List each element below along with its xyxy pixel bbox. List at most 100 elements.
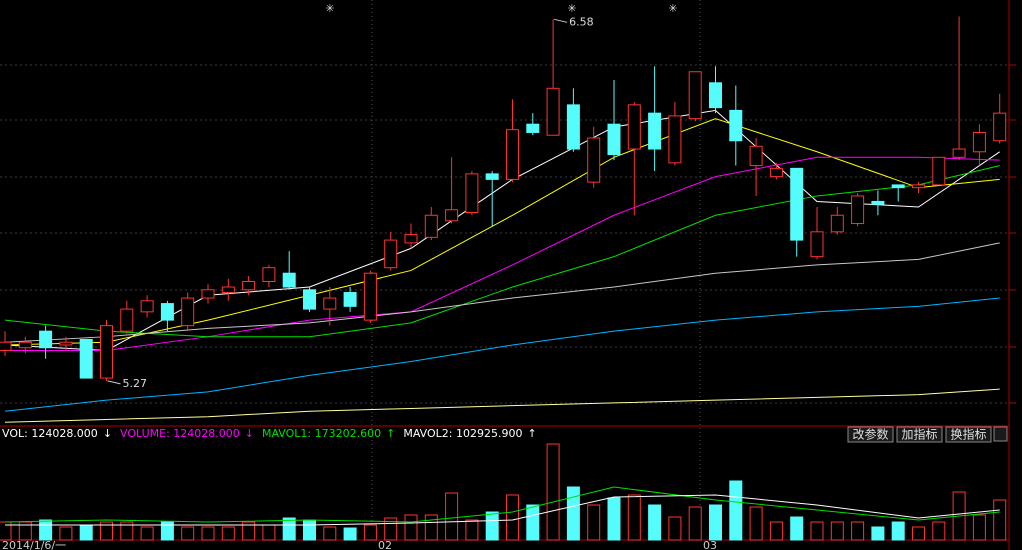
volume-legend: VOL: 124028.000 ↓ VOLUME: 124028.000 ↓ MAVOL…	[2, 427, 537, 440]
volume-bar	[282, 517, 296, 541]
candle-body	[201, 289, 215, 299]
candle-body	[160, 303, 174, 321]
moving-average	[5, 156, 1000, 351]
candle-body	[485, 173, 499, 180]
volume-bar	[485, 511, 499, 541]
candle-body	[607, 123, 621, 156]
volume-bar	[100, 521, 113, 541]
legend-arrow: ↑	[386, 427, 395, 440]
candle-body	[709, 82, 722, 109]
volume-bar	[323, 526, 337, 541]
button[interactable]: 加指标	[896, 426, 943, 443]
button-frame	[847, 426, 894, 443]
candle-body	[648, 112, 662, 150]
volume-bar	[59, 526, 73, 541]
annotation-pointer	[553, 18, 568, 23]
legend-entry: VOL: 124028.000	[2, 427, 98, 440]
volume-bar	[830, 521, 844, 541]
x-tick-label: 02	[378, 539, 392, 550]
moving-average	[4, 165, 1000, 338]
volume-bar	[201, 526, 215, 541]
volume-bar	[709, 504, 722, 541]
marker: ✳	[668, 2, 677, 15]
candle-body	[262, 267, 276, 282]
volume-bar	[871, 526, 885, 541]
volume-bar	[627, 494, 641, 541]
candle-body	[18, 341, 32, 349]
volume-bar	[262, 524, 276, 541]
candle-body	[79, 338, 93, 379]
annotation-pointer	[107, 380, 121, 385]
moving-average	[4, 388, 1000, 423]
candle-body	[668, 115, 682, 164]
candle-body	[506, 129, 519, 180]
moving-average	[4, 118, 1000, 346]
volume-bar	[506, 494, 519, 541]
volume-bar	[546, 443, 560, 541]
candle-body	[627, 104, 641, 150]
volume-bar	[668, 516, 682, 541]
candle-body	[972, 131, 986, 153]
button-label: 换指标	[950, 427, 986, 442]
candle-body	[282, 272, 296, 288]
moving-average	[4, 109, 1000, 351]
candle-body	[140, 300, 154, 313]
candle-body	[729, 109, 743, 142]
volume-bar	[343, 527, 357, 541]
candle-body	[363, 272, 377, 321]
volume-bar	[140, 526, 154, 541]
volume-bar	[607, 497, 621, 541]
candle-body	[769, 167, 783, 178]
button-label: 加指标	[901, 427, 937, 442]
candle-body	[323, 297, 337, 310]
volume-bar	[181, 526, 195, 541]
price-annotation: 5.27	[123, 377, 148, 390]
volume-bar	[993, 499, 1007, 541]
volume-bar	[566, 486, 580, 541]
candle-body	[546, 87, 560, 136]
button-label: 改参数	[852, 427, 888, 442]
candle-body	[303, 289, 316, 310]
candle-body	[181, 297, 195, 327]
candle-body	[424, 214, 438, 238]
volume-bar	[404, 514, 418, 541]
candle-body	[465, 173, 479, 213]
button[interactable]: 改参数	[847, 426, 894, 443]
volume-bar	[729, 480, 743, 541]
marker: ✳	[567, 2, 576, 15]
candle-body	[912, 184, 925, 189]
button-frame	[896, 426, 943, 443]
marker: ✳	[325, 2, 334, 15]
candle-body	[587, 137, 601, 183]
volume-bar	[932, 521, 946, 541]
moving-average	[4, 242, 1000, 343]
candle-body	[993, 112, 1007, 142]
candle-body	[688, 71, 702, 120]
legend-arrow: ↓	[245, 427, 254, 440]
legend-entry: VOLUME: 124028.000	[120, 427, 240, 440]
candle-body	[871, 200, 885, 205]
candle-body	[526, 123, 540, 133]
candle-body	[891, 184, 905, 189]
candle-body	[59, 341, 73, 346]
volume-average	[4, 486, 1000, 523]
volume-bar	[891, 521, 905, 541]
legend-arrow: ↓	[103, 427, 112, 440]
volume-bar	[587, 504, 601, 541]
candle-body	[404, 234, 418, 244]
volume-bar	[972, 514, 986, 541]
legend-entry: MAVOL1: 173202.600	[262, 427, 381, 440]
button[interactable]: 换指标	[945, 426, 992, 443]
candle-body	[242, 280, 256, 291]
candle-body	[0, 341, 12, 351]
candle-body	[749, 145, 763, 167]
volume-bar	[688, 506, 702, 541]
x-tick-label: 2014/1/6/一	[2, 539, 66, 550]
candle-body	[851, 195, 865, 225]
volume-bar	[221, 526, 235, 541]
volume-bar	[160, 521, 174, 541]
volume-bar	[851, 521, 865, 541]
panel-close	[993, 426, 1008, 442]
